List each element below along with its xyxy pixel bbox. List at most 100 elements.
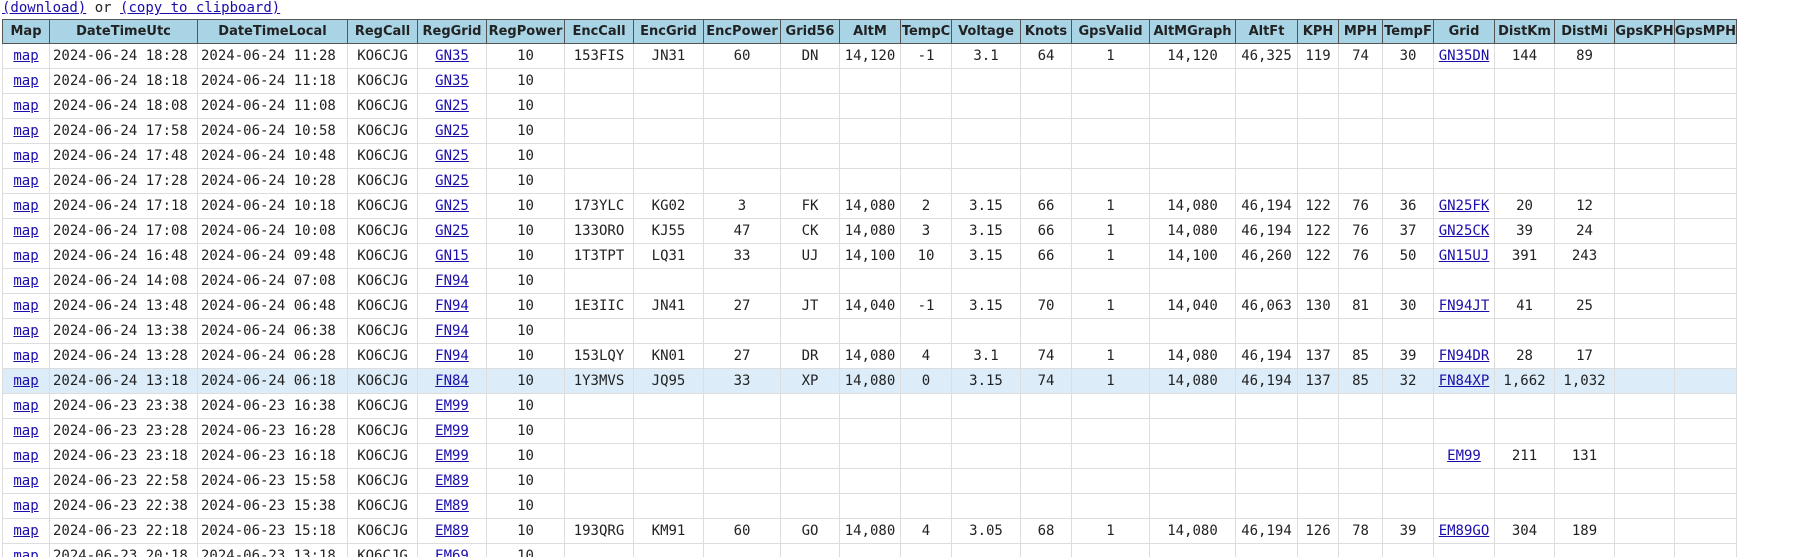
column-header: DateTimeUtc	[49, 19, 198, 44]
cell	[703, 168, 781, 194]
cell-link[interactable]: FN94DR	[1438, 348, 1490, 364]
cell-link[interactable]: map	[13, 498, 39, 514]
cell-text: 85	[1352, 348, 1369, 364]
cell-text: DN	[801, 48, 819, 64]
cell-link[interactable]: map	[13, 223, 39, 239]
cell: 144	[1494, 43, 1555, 69]
cell-link[interactable]: GN25	[435, 123, 469, 139]
cell-link[interactable]: map	[13, 423, 39, 439]
cell	[1020, 393, 1072, 419]
cell-text: 1,032	[1563, 373, 1606, 389]
cell	[1020, 93, 1072, 119]
cell-link[interactable]: map	[13, 373, 39, 389]
cell-text: GO	[801, 523, 819, 539]
cell-link[interactable]: FN94	[435, 323, 469, 339]
cell-link[interactable]: EM89	[435, 523, 469, 539]
cell	[1433, 493, 1495, 519]
cell-link[interactable]: map	[13, 523, 39, 539]
cell	[1614, 168, 1675, 194]
cell-link[interactable]: EM69	[435, 548, 469, 557]
cell	[1020, 118, 1072, 144]
cell-link[interactable]: FN84	[435, 373, 469, 389]
cell-link[interactable]: GN35DN	[1438, 48, 1490, 64]
cell-link[interactable]: GN35	[435, 73, 469, 89]
cell-link[interactable]: map	[13, 123, 39, 139]
cell-link[interactable]: map	[13, 398, 39, 414]
cell-link[interactable]: GN35	[435, 48, 469, 64]
cell-link[interactable]: EM89GO	[1438, 523, 1490, 539]
cell	[900, 118, 952, 144]
cell-link[interactable]: GN25FK	[1438, 198, 1490, 214]
cell: JN41	[633, 293, 704, 319]
cell	[1297, 468, 1339, 494]
cell-link[interactable]: map	[13, 198, 39, 214]
cell-link[interactable]: FN94	[435, 273, 469, 289]
cell	[1673, 418, 1738, 444]
cell: GN25	[417, 143, 487, 169]
cell: 2024-06-24 10:28	[197, 168, 348, 194]
cell-link[interactable]: map	[13, 273, 39, 289]
cell-link[interactable]: map	[13, 48, 39, 64]
cell-link[interactable]: map	[13, 548, 39, 557]
cell	[633, 93, 704, 119]
cell: 130	[1297, 293, 1339, 319]
cell	[951, 143, 1021, 169]
cell-link[interactable]: GN25	[435, 223, 469, 239]
cell-link[interactable]: FN94	[435, 298, 469, 314]
cell	[780, 118, 840, 144]
cell-link[interactable]: map	[13, 98, 39, 114]
cell-link[interactable]: FN84XP	[1438, 373, 1490, 389]
cell-link[interactable]: EM99	[1447, 448, 1481, 464]
table-row: map 2024-06-24 13:28 2024-06-24 06:28 KO6CJ…	[2, 343, 1738, 369]
cell	[951, 468, 1021, 494]
cell-link[interactable]: EM99	[435, 398, 469, 414]
cell	[839, 418, 901, 444]
cell: 66	[1020, 218, 1072, 244]
cell: map	[2, 543, 50, 557]
cell-link[interactable]: map	[13, 298, 39, 314]
cell-link[interactable]: GN25	[435, 148, 469, 164]
cell	[780, 168, 840, 194]
cell: 14,040	[839, 293, 901, 319]
cell-link[interactable]: GN15	[435, 248, 469, 264]
cell-link[interactable]: map	[13, 248, 39, 264]
cell	[1071, 118, 1150, 144]
cell: 3	[900, 218, 952, 244]
cell: 14,120	[1149, 43, 1236, 69]
cell-link[interactable]: GN15UJ	[1438, 248, 1490, 264]
cell-link[interactable]: map	[13, 448, 39, 464]
cell: map	[2, 143, 50, 169]
cell	[900, 268, 952, 294]
cell-link[interactable]: EM89	[435, 498, 469, 514]
cell-link[interactable]: map	[13, 173, 39, 189]
cell	[1614, 268, 1675, 294]
cell-link[interactable]: GN25CK	[1438, 223, 1490, 239]
cell: 2024-06-23 13:18	[197, 543, 348, 557]
copy-link[interactable]: (copy to clipboard)	[120, 0, 281, 16]
cell-link[interactable]: map	[13, 323, 39, 339]
cell-link[interactable]: GN25	[435, 173, 469, 189]
cell	[1297, 543, 1339, 557]
cell-link[interactable]: EM89	[435, 473, 469, 489]
cell: 10	[486, 193, 565, 219]
cell-link[interactable]: EM99	[435, 423, 469, 439]
cell-link[interactable]: map	[13, 148, 39, 164]
cell	[564, 418, 634, 444]
cell-link[interactable]: map	[13, 473, 39, 489]
cell	[1614, 93, 1675, 119]
download-link[interactable]: (download)	[2, 0, 87, 16]
cell-text: 76	[1352, 198, 1369, 214]
cell: 2024-06-24 10:08	[197, 218, 348, 244]
cell	[1673, 268, 1738, 294]
table-row: map 2024-06-24 17:18 2024-06-24 10:18 KO6CJ…	[2, 193, 1738, 219]
cell-link[interactable]: GN25	[435, 198, 469, 214]
cell-link[interactable]: map	[13, 348, 39, 364]
cell-link[interactable]: FN94JT	[1438, 298, 1490, 314]
cell-link[interactable]: GN25	[435, 98, 469, 114]
cell-link[interactable]: EM99	[435, 448, 469, 464]
cell-link[interactable]: FN94	[435, 348, 469, 364]
cell: 126	[1297, 518, 1339, 544]
cell-link[interactable]: map	[13, 73, 39, 89]
cell: 2024-06-24 10:58	[197, 118, 348, 144]
cell-text: 2024-06-24 11:08	[201, 98, 336, 114]
